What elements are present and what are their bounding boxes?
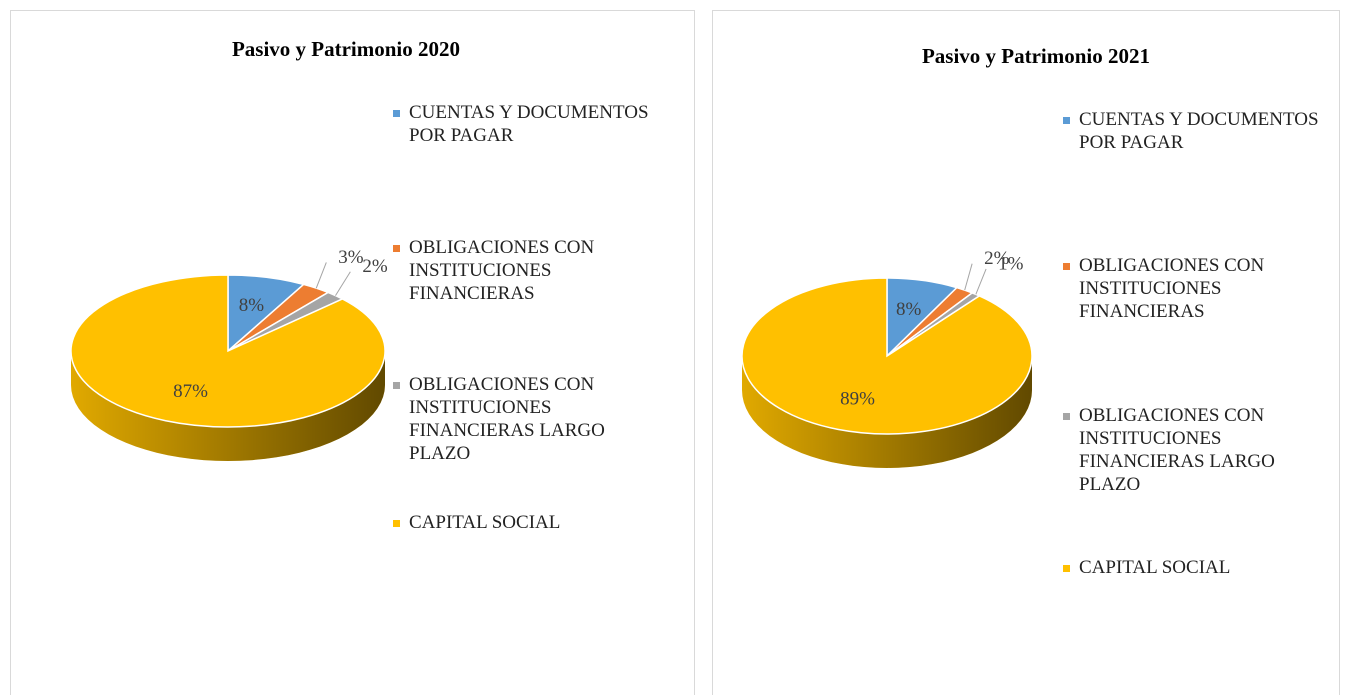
data-label: 2% [362,256,388,277]
legend-item: CUENTAS Y DOCUMENTOS POR PAGAR [393,101,659,147]
legend-label: OBLIGACIONES CON INSTITUCIONES FINANCIER… [1079,255,1265,322]
chart-panel: Pasivo y Patrimonio 2021 8% 2% 1% 89% CUENTAS… [712,10,1340,695]
legend-key [393,245,400,252]
legend-item: CAPITAL SOCIAL [1063,556,1329,579]
legend-item: OBLIGACIONES CON INSTITUCIONES FINANCIER… [393,373,659,465]
legend-key [393,520,400,527]
legend-label: OBLIGACIONES CON INSTITUCIONES FINANCIER… [409,374,605,464]
legend-item: OBLIGACIONES CON INSTITUCIONES FINANCIER… [1063,404,1329,496]
legend-label: CUENTAS Y DOCUMENTOS POR PAGAR [409,102,649,146]
legend-item: CUENTAS Y DOCUMENTOS POR PAGAR [1063,108,1329,154]
pie-side-shade [71,351,385,461]
chart-title: Pasivo y Patrimonio 2020 [232,37,460,61]
data-label: 2% [984,248,1010,269]
legend-key [1063,117,1070,124]
legend-item: OBLIGACIONES CON INSTITUCIONES FINANCIER… [393,236,659,305]
legend-label: CAPITAL SOCIAL [1079,557,1231,578]
legend-key [393,382,400,389]
chart: Pasivo y Patrimonio 2020 8% 3%2% 87% [70,37,460,461]
legend-label: OBLIGACIONES CON INSTITUCIONES FINANCIER… [1079,405,1275,495]
pie-slice [741,277,1033,435]
leader-line [315,262,327,289]
data-label: 1% [998,253,1024,274]
chart-panel: Pasivo y Patrimonio 2020 8% 3% 2% 87% CUENTAS… [10,10,695,695]
leader-line [964,263,973,291]
data-label: 3% [338,247,364,268]
data-label: 8% [239,295,265,316]
legend-label: CAPITAL SOCIAL [409,512,561,533]
legend-label: CUENTAS Y DOCUMENTOS POR PAGAR [1079,109,1319,153]
chart-title: Pasivo y Patrimonio 2021 [922,44,1150,68]
pie-slice [70,274,386,428]
legend-item: OBLIGACIONES CON INSTITUCIONES FINANCIER… [1063,254,1329,323]
data-label: 8% [896,299,922,320]
legend-label: OBLIGACIONES CON INSTITUCIONES FINANCIER… [409,237,595,304]
data-label: 89% [840,388,875,409]
leader-line [335,271,351,296]
legend-item: CAPITAL SOCIAL [393,511,659,534]
leader-line [975,268,987,295]
data-label: 87% [173,381,208,402]
legend-key [1063,565,1070,572]
legend-key [393,110,400,117]
chart: Pasivo y Patrimonio 2021 8% 2%1% 89% [741,44,1150,468]
legend-key [1063,413,1070,420]
pie-side-shade [742,356,1032,468]
legend-key [1063,263,1070,270]
